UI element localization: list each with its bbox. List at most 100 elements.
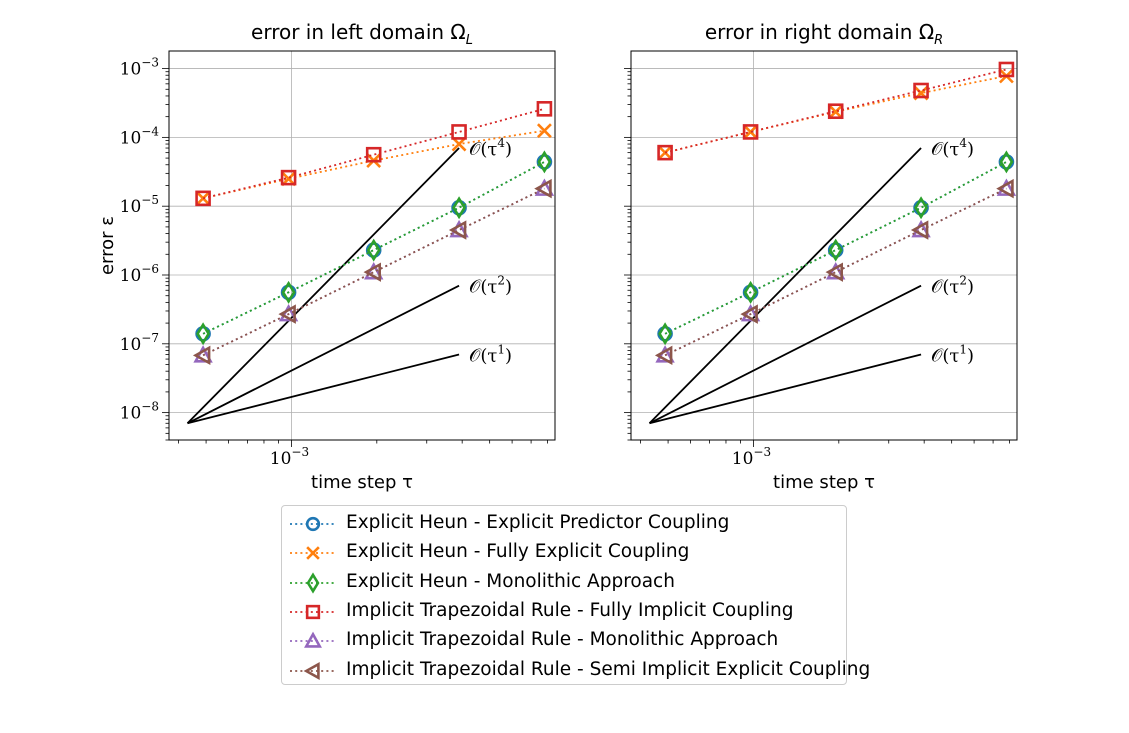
y-tick-exp: −5 — [141, 193, 159, 207]
x-tick-label: 10−3 — [732, 445, 771, 469]
legend-label: Implicit Trapezoidal Rule - Monolithic A… — [346, 629, 779, 651]
data-point-s6-3 — [825, 262, 843, 282]
data-point-s4-2 — [280, 169, 297, 186]
data-point-s2-1 — [657, 145, 673, 161]
data-point-s6-1 — [192, 345, 211, 366]
data-point-s4-2 — [742, 124, 759, 140]
legend-marker-square — [305, 604, 321, 620]
y-tick-label: 10−3 — [120, 56, 159, 80]
data-point-s3-2 — [743, 280, 758, 304]
right-x-axis-label: time step τ — [773, 472, 875, 493]
reference-label-exp: 2 — [959, 274, 967, 288]
y-tick-label: 10−5 — [120, 193, 159, 217]
data-point-s6-1 — [654, 345, 673, 366]
title-subscript: R — [934, 33, 943, 48]
y-tick-exp: −6 — [141, 262, 159, 276]
series-line-3 — [664, 161, 1007, 335]
data-point-s2-2 — [743, 124, 758, 140]
series-line-4 — [664, 68, 1007, 154]
axes-frame — [630, 50, 1018, 441]
reference-label-end: ) — [505, 277, 512, 298]
legend-marker-thin-diamond — [306, 572, 320, 594]
x-tick-base: 10 — [270, 449, 292, 469]
reference-label-exp: 1 — [497, 342, 505, 356]
data-point-s6-2 — [740, 304, 758, 324]
legend-entry: Explicit Heun - Monolithic Approach — [282, 568, 846, 597]
y-tick-label: 10−4 — [120, 124, 160, 148]
title-main: error in right domain Ω — [705, 20, 934, 44]
data-point-s3-4 — [452, 196, 467, 220]
title-subscript: L — [466, 33, 473, 48]
reference-label-end: ) — [967, 139, 974, 160]
data-point-s3-4 — [914, 196, 929, 220]
data-point-s2-1 — [195, 190, 211, 206]
y-tick-base: 10 — [120, 128, 142, 148]
legend-marker-circle — [305, 516, 321, 532]
data-point-s6-4 — [448, 220, 467, 240]
reference-label-base: 𝒪(τ — [931, 139, 959, 160]
legend: Explicit Heun - Explicit Predictor Coupl… — [281, 505, 870, 685]
legend-entry: Explicit Heun - Fully Explicit Coupling — [282, 538, 846, 567]
y-tick-exp: −3 — [141, 56, 159, 70]
y-tick-base: 10 — [120, 404, 142, 424]
reference-label-order-2: 𝒪(τ2) — [931, 274, 974, 298]
reference-line-order-2 — [187, 284, 460, 425]
legend-label: Explicit Heun - Monolithic Approach — [346, 570, 675, 592]
x-tick-exp: −3 — [291, 445, 309, 459]
y-tick-label: 10−8 — [120, 400, 159, 424]
reference-label-base: 𝒪(τ — [469, 277, 497, 298]
data-point-s4-4 — [913, 82, 929, 99]
legend-swatch — [290, 546, 336, 561]
x-tick-base: 10 — [732, 449, 754, 469]
data-point-s3-5 — [537, 150, 552, 174]
legend-swatch — [290, 572, 336, 594]
reference-label-order-1: 𝒪(τ1) — [931, 342, 974, 366]
left-y-axis-label: error ε — [97, 216, 118, 275]
data-point-s3-2 — [281, 280, 296, 304]
data-point-s4-5 — [536, 101, 553, 117]
y-tick-label: 10−7 — [120, 331, 159, 355]
y-tick-exp: −4 — [141, 124, 159, 138]
legend-swatch — [290, 604, 336, 620]
data-point-s4-1 — [657, 144, 673, 161]
legend-swatch — [290, 631, 336, 648]
x-tick-label: 10−3 — [270, 445, 309, 469]
legend-swatch — [290, 516, 336, 532]
reference-line-order-2 — [649, 284, 922, 425]
reference-line-order-1 — [187, 353, 460, 425]
legend-entry: Implicit Trapezoidal Rule - Monolithic A… — [282, 626, 846, 655]
legend-label: Explicit Heun - Explicit Predictor Coupl… — [346, 512, 730, 533]
reference-label-order-2: 𝒪(τ2) — [469, 274, 512, 298]
left-chart-title: error in left domain ΩL — [251, 20, 473, 48]
series-line-6 — [664, 187, 1007, 357]
legend-entry: Explicit Heun - Explicit Predictor Coupl… — [282, 509, 846, 538]
reference-label-end: ) — [967, 345, 974, 366]
y-tick-base: 10 — [120, 60, 142, 80]
reference-label-exp: 1 — [959, 342, 967, 356]
title-main: error in left domain Ω — [251, 20, 466, 44]
legend-marker-triangle-up — [304, 631, 322, 648]
left-x-axis-label: time step τ — [311, 472, 413, 493]
legend-entry: Implicit Trapezoidal Rule - Semi Implici… — [282, 656, 870, 685]
data-point-s4-5 — [998, 61, 1015, 78]
reference-label-exp: 4 — [497, 136, 505, 150]
y-tick-exp: −8 — [141, 400, 159, 414]
legend-label: Implicit Trapezoidal Rule - Semi Implici… — [346, 658, 871, 680]
y-tick-exp: −7 — [141, 331, 159, 345]
data-point-s4-1 — [195, 190, 211, 207]
data-point-s3-1 — [658, 322, 673, 346]
reference-label-base: 𝒪(τ — [469, 345, 497, 366]
data-point-s3-3 — [366, 238, 381, 262]
series-line-6 — [202, 187, 545, 357]
y-tick-base: 10 — [120, 266, 142, 286]
data-point-s6-5 — [996, 178, 1014, 199]
reference-label-end: ) — [505, 345, 512, 366]
series-line-3 — [202, 161, 545, 335]
reference-line-order-4 — [648, 147, 922, 424]
data-point-s2-5 — [536, 123, 552, 139]
reference-label-order-4: 𝒪(τ4) — [931, 136, 974, 160]
legend-marker-x — [306, 546, 320, 561]
reference-label-order-4: 𝒪(τ4) — [469, 136, 512, 160]
